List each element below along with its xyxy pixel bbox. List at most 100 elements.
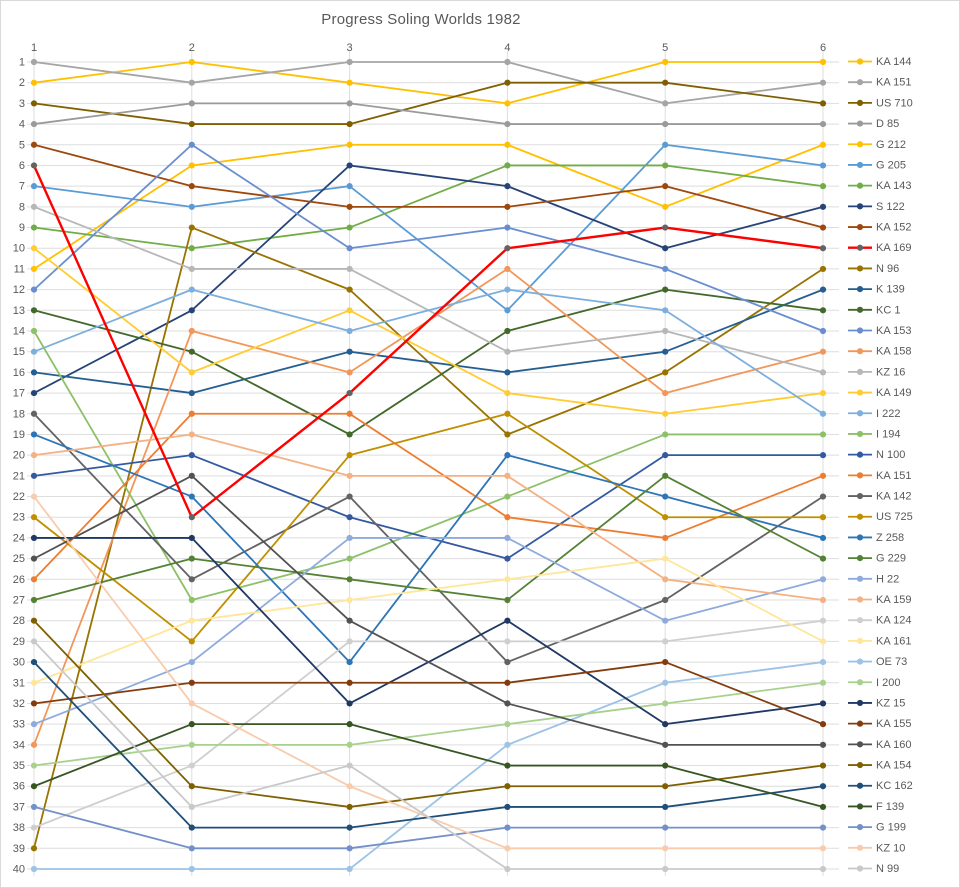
legend-item: S 122: [848, 201, 905, 213]
data-point-z-258: [346, 658, 353, 666]
y-tick-label: 32: [13, 698, 25, 710]
legend-swatch-dot: [856, 99, 864, 106]
data-point-g-199: [30, 803, 38, 811]
legend-item: KA 142: [848, 491, 911, 503]
data-point-ka-151: [188, 410, 195, 417]
legend-label: D 85: [876, 118, 899, 130]
data-point-f-139: [30, 783, 38, 790]
y-tick-label: 31: [13, 677, 25, 689]
data-point-us-710: [662, 79, 669, 86]
data-point-kz-10: [662, 845, 669, 852]
data-point-z-258: [662, 493, 669, 500]
data-point-g-199: [504, 824, 511, 831]
data-point-ka-155: [30, 700, 38, 707]
y-tick-label: 18: [13, 408, 25, 420]
legend-item: N 99: [848, 863, 899, 875]
data-point-ka-152: [504, 203, 511, 210]
data-point-d-85: [662, 120, 669, 128]
data-point-us-725: [819, 514, 827, 521]
data-point-h-22: [662, 617, 669, 624]
y-tick-label: 29: [13, 636, 25, 648]
series-line-s-122: [33, 164, 824, 394]
legend-label: G 229: [876, 553, 906, 565]
y-tick-label: 4: [19, 119, 25, 131]
data-point-ka-151: [504, 514, 511, 521]
data-point-n-100: [346, 514, 353, 521]
data-point-kz-15: [504, 617, 511, 624]
series-line-ka-151: [33, 61, 824, 105]
y-tick-label: 14: [13, 326, 25, 338]
y-tick-label: 5: [19, 139, 25, 151]
data-point-n-96: [662, 369, 669, 376]
legend-item: KA 159: [848, 594, 911, 606]
legend-swatch-dot: [856, 720, 864, 727]
legend-item: KC 162: [848, 780, 913, 792]
data-point-ka-160: [346, 617, 353, 624]
legend-item: KA 149: [848, 387, 911, 399]
data-point-ka-124: [30, 824, 38, 831]
y-tick-label: 39: [13, 843, 25, 855]
legend-swatch-dot: [856, 658, 864, 665]
data-point-d-85: [346, 100, 353, 107]
legend-item: KA 160: [848, 739, 911, 751]
data-point-kc-162: [188, 824, 195, 831]
series-line-kz-10: [33, 495, 823, 850]
x-tick-label: 6: [820, 42, 826, 54]
series-line-i-200: [33, 681, 824, 767]
data-point-i-200: [346, 741, 353, 748]
y-tick-label: 25: [13, 553, 25, 565]
data-point-n-100: [30, 472, 38, 479]
series-line-us-725: [33, 412, 823, 643]
legend-item: N 96: [848, 263, 899, 275]
legend-item: D 85: [848, 118, 899, 130]
data-point-h-22: [188, 658, 195, 666]
data-point-us-725: [346, 452, 353, 459]
legend-item: US 710: [848, 97, 913, 109]
data-point-ka-151: [346, 58, 353, 66]
y-tick-label: 28: [13, 615, 25, 627]
legend-item: KA 144: [848, 56, 911, 68]
data-point-us-725: [662, 514, 669, 521]
data-point-k-139: [30, 369, 38, 376]
legend-swatch-dot: [856, 141, 864, 148]
data-point-s-122: [819, 203, 827, 210]
y-tick-label: 23: [13, 512, 25, 524]
legend-swatch-dot: [856, 58, 864, 65]
series-line-us-710: [33, 81, 824, 125]
legend-swatch-dot: [856, 803, 864, 810]
legend-item: KA 152: [848, 222, 911, 234]
y-tick-label: 36: [13, 781, 25, 793]
data-point-z-258: [188, 493, 195, 500]
series-line-d-85: [33, 102, 823, 125]
data-point-ka-149: [662, 410, 669, 417]
legend-item: I 194: [848, 428, 900, 440]
legend-swatch-dot: [856, 637, 864, 644]
data-point-ka-155: [662, 658, 669, 666]
legend-item: KA 154: [848, 760, 911, 772]
data-point-i-194: [819, 431, 827, 438]
data-point-kc-162: [819, 783, 827, 790]
data-point-i-222: [504, 286, 511, 293]
data-point-ka-152: [819, 224, 827, 231]
legend-label: KA 149: [876, 387, 911, 399]
y-tick-label: 16: [13, 367, 25, 379]
data-point-g-229: [188, 555, 195, 562]
y-tick-label: 37: [13, 801, 25, 813]
legend-swatch-dot: [856, 410, 864, 417]
legend-swatch-dot: [856, 389, 864, 396]
data-point-g-199: [346, 845, 353, 852]
legend-item: N 100: [848, 449, 905, 461]
data-point-n-100: [819, 452, 827, 459]
data-point-ka-143: [30, 224, 38, 231]
legend-item: I 200: [848, 677, 900, 689]
data-point-ka-159: [819, 596, 827, 604]
data-point-ka-143: [819, 183, 827, 190]
legend-label: KZ 10: [876, 842, 905, 854]
legend-item: G 212: [848, 139, 906, 151]
data-point-kc-1: [188, 348, 195, 355]
data-point-ka-151: [346, 410, 353, 417]
data-point-k-139: [662, 348, 669, 355]
legend-label: KA 142: [876, 491, 911, 503]
data-point-s-122: [30, 389, 38, 397]
